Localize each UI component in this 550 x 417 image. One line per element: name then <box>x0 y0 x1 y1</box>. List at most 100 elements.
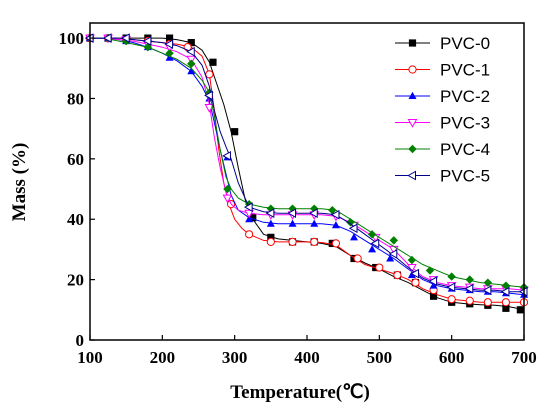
data-point-pvc-1 <box>375 263 384 272</box>
x-tick-label: 700 <box>511 348 537 367</box>
data-point-pvc-4 <box>483 278 493 287</box>
legend-marker-pvc-0 <box>408 39 417 47</box>
x-tick-label: 200 <box>150 348 176 367</box>
y-tick-label: 80 <box>67 89 84 108</box>
data-point-pvc-2 <box>331 221 340 229</box>
data-point-pvc-5 <box>428 276 438 286</box>
data-point-pvc-2 <box>407 270 416 279</box>
data-point-pvc-1 <box>245 230 254 239</box>
data-point-pvc-0 <box>209 58 217 66</box>
plot-content <box>84 33 529 314</box>
data-point-pvc-1 <box>501 298 511 307</box>
data-point-pvc-0 <box>231 128 239 136</box>
data-point-pvc-4 <box>447 272 456 281</box>
legend-item-pvc-2: PVC-2 <box>395 87 490 106</box>
data-point-pvc-1 <box>353 254 362 263</box>
data-point-pvc-5 <box>330 209 340 220</box>
data-point-pvc-5 <box>102 33 112 43</box>
x-tick-label: 500 <box>367 348 393 367</box>
data-point-pvc-5 <box>348 223 358 234</box>
x-tick-label: 400 <box>294 348 320 367</box>
data-point-pvc-1 <box>447 295 456 304</box>
series-pvc-4 <box>85 33 529 292</box>
x-tick-label: 100 <box>77 348 103 367</box>
y-tick-label: 60 <box>67 150 84 169</box>
data-point-pvc-2 <box>266 219 275 227</box>
data-point-pvc-4 <box>187 59 196 68</box>
series-pvc-5 <box>84 33 528 297</box>
data-point-pvc-0 <box>267 233 275 241</box>
data-point-pvc-5 <box>243 202 253 213</box>
legend-label: PVC-5 <box>440 167 490 186</box>
data-point-pvc-5 <box>164 39 174 49</box>
data-point-pvc-1 <box>288 237 297 246</box>
data-point-pvc-4 <box>389 236 398 245</box>
data-point-pvc-4 <box>244 199 254 209</box>
data-point-pvc-5 <box>410 268 419 279</box>
data-point-pvc-5 <box>222 150 231 161</box>
data-point-pvc-1 <box>393 270 402 280</box>
data-point-pvc-4 <box>367 230 377 239</box>
data-point-pvc-0 <box>502 304 510 312</box>
data-point-pvc-4 <box>407 255 417 265</box>
data-point-pvc-4 <box>165 48 174 58</box>
legend-item-pvc-3: PVC-3 <box>395 114 490 133</box>
data-point-pvc-0 <box>249 214 257 222</box>
data-point-pvc-5 <box>446 282 456 293</box>
y-tick-label: 100 <box>59 29 85 48</box>
data-point-pvc-5 <box>142 36 152 46</box>
series-line-pvc-4 <box>90 37 525 288</box>
data-point-pvc-1 <box>331 239 341 248</box>
legend-item-pvc-1: PVC-1 <box>395 61 490 80</box>
y-tick-label: 0 <box>76 331 85 350</box>
data-point-pvc-2 <box>350 233 359 241</box>
data-point-pvc-5 <box>265 208 275 219</box>
data-point-pvc-5 <box>120 33 130 43</box>
data-point-pvc-4 <box>143 42 153 52</box>
data-point-pvc-2 <box>310 219 319 227</box>
legend-marker-pvc-4 <box>408 144 417 154</box>
data-point-pvc-4 <box>425 266 435 275</box>
data-point-pvc-5 <box>309 208 318 219</box>
data-point-pvc-5 <box>388 249 398 259</box>
y-axis: 0 20 40 60 80 100 <box>59 29 95 350</box>
data-point-pvc-0 <box>165 34 174 42</box>
legend-label: PVC-3 <box>440 114 490 133</box>
legend-item-pvc-4: PVC-4 <box>395 140 490 159</box>
data-point-pvc-0 <box>516 306 524 314</box>
legend-label: PVC-1 <box>440 61 490 80</box>
data-point-pvc-5 <box>370 238 380 249</box>
data-point-pvc-2 <box>245 215 254 223</box>
x-axis: 100 200 300 400 500 600 700 <box>77 335 537 367</box>
data-point-pvc-4 <box>223 184 232 194</box>
data-point-pvc-2 <box>386 254 395 262</box>
legend-marker-pvc-3 <box>407 119 418 128</box>
data-point-pvc-2 <box>368 245 377 253</box>
y-tick-label: 40 <box>67 210 84 229</box>
data-point-pvc-0 <box>429 292 438 300</box>
legend: PVC-0 PVC-1 PVC-2 PVC-3 PVC-4 PVC-5 <box>395 34 490 186</box>
series-line-pvc-3 <box>90 37 525 291</box>
data-point-pvc-1 <box>411 278 420 287</box>
data-point-pvc-4 <box>328 205 337 215</box>
x-axis-label: Temperature(℃) <box>230 382 370 403</box>
data-point-pvc-3 <box>204 104 215 113</box>
legend-label: PVC-4 <box>440 140 490 159</box>
data-point-pvc-5 <box>287 208 297 219</box>
data-point-pvc-5 <box>186 46 195 57</box>
x-tick-label: 600 <box>439 348 465 367</box>
data-point-pvc-2 <box>187 67 196 75</box>
data-point-pvc-5 <box>500 286 510 297</box>
data-point-pvc-4 <box>346 218 355 227</box>
data-point-pvc-2 <box>288 219 297 227</box>
data-point-pvc-1 <box>465 296 474 305</box>
legend-marker-pvc-2 <box>408 91 417 99</box>
data-point-pvc-5 <box>204 90 213 101</box>
data-point-pvc-1 <box>205 70 214 79</box>
legend-item-pvc-5: PVC-5 <box>395 167 490 186</box>
data-point-pvc-3 <box>244 209 254 219</box>
data-point-pvc-2 <box>429 281 438 289</box>
data-point-pvc-5 <box>464 283 474 294</box>
data-point-pvc-3 <box>222 194 233 204</box>
